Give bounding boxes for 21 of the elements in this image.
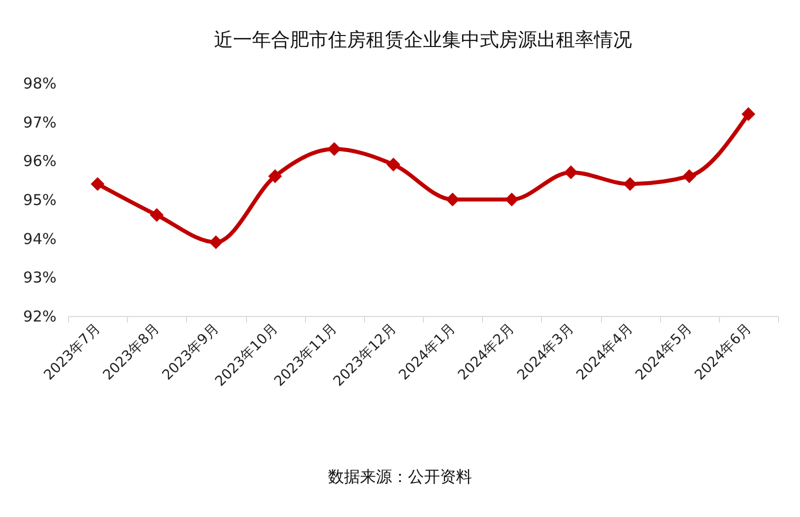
- point: [682, 169, 696, 184]
- y-tick-label: 94%: [23, 230, 56, 248]
- source-note: 数据来源：公开资料: [328, 467, 472, 486]
- y-tick-label: 96%: [23, 152, 56, 170]
- y-tick-label: 95%: [23, 191, 56, 209]
- point: [327, 142, 342, 156]
- point: [386, 158, 400, 172]
- point: [623, 177, 637, 191]
- point: [268, 169, 282, 184]
- point: [446, 192, 460, 206]
- y-tick-label: 97%: [23, 113, 56, 132]
- point: [209, 235, 223, 250]
- point: [150, 208, 164, 222]
- y-tick-label: 92%: [23, 308, 56, 326]
- point: [90, 177, 104, 191]
- point: [564, 165, 578, 180]
- y-tick-label: 93%: [23, 268, 56, 287]
- point: [742, 107, 756, 121]
- y-tick-label: 98%: [23, 74, 56, 92]
- point: [504, 192, 519, 206]
- chart-title: 近一年合肥市住房租赁企业集中式房源出租率情况: [214, 29, 632, 51]
